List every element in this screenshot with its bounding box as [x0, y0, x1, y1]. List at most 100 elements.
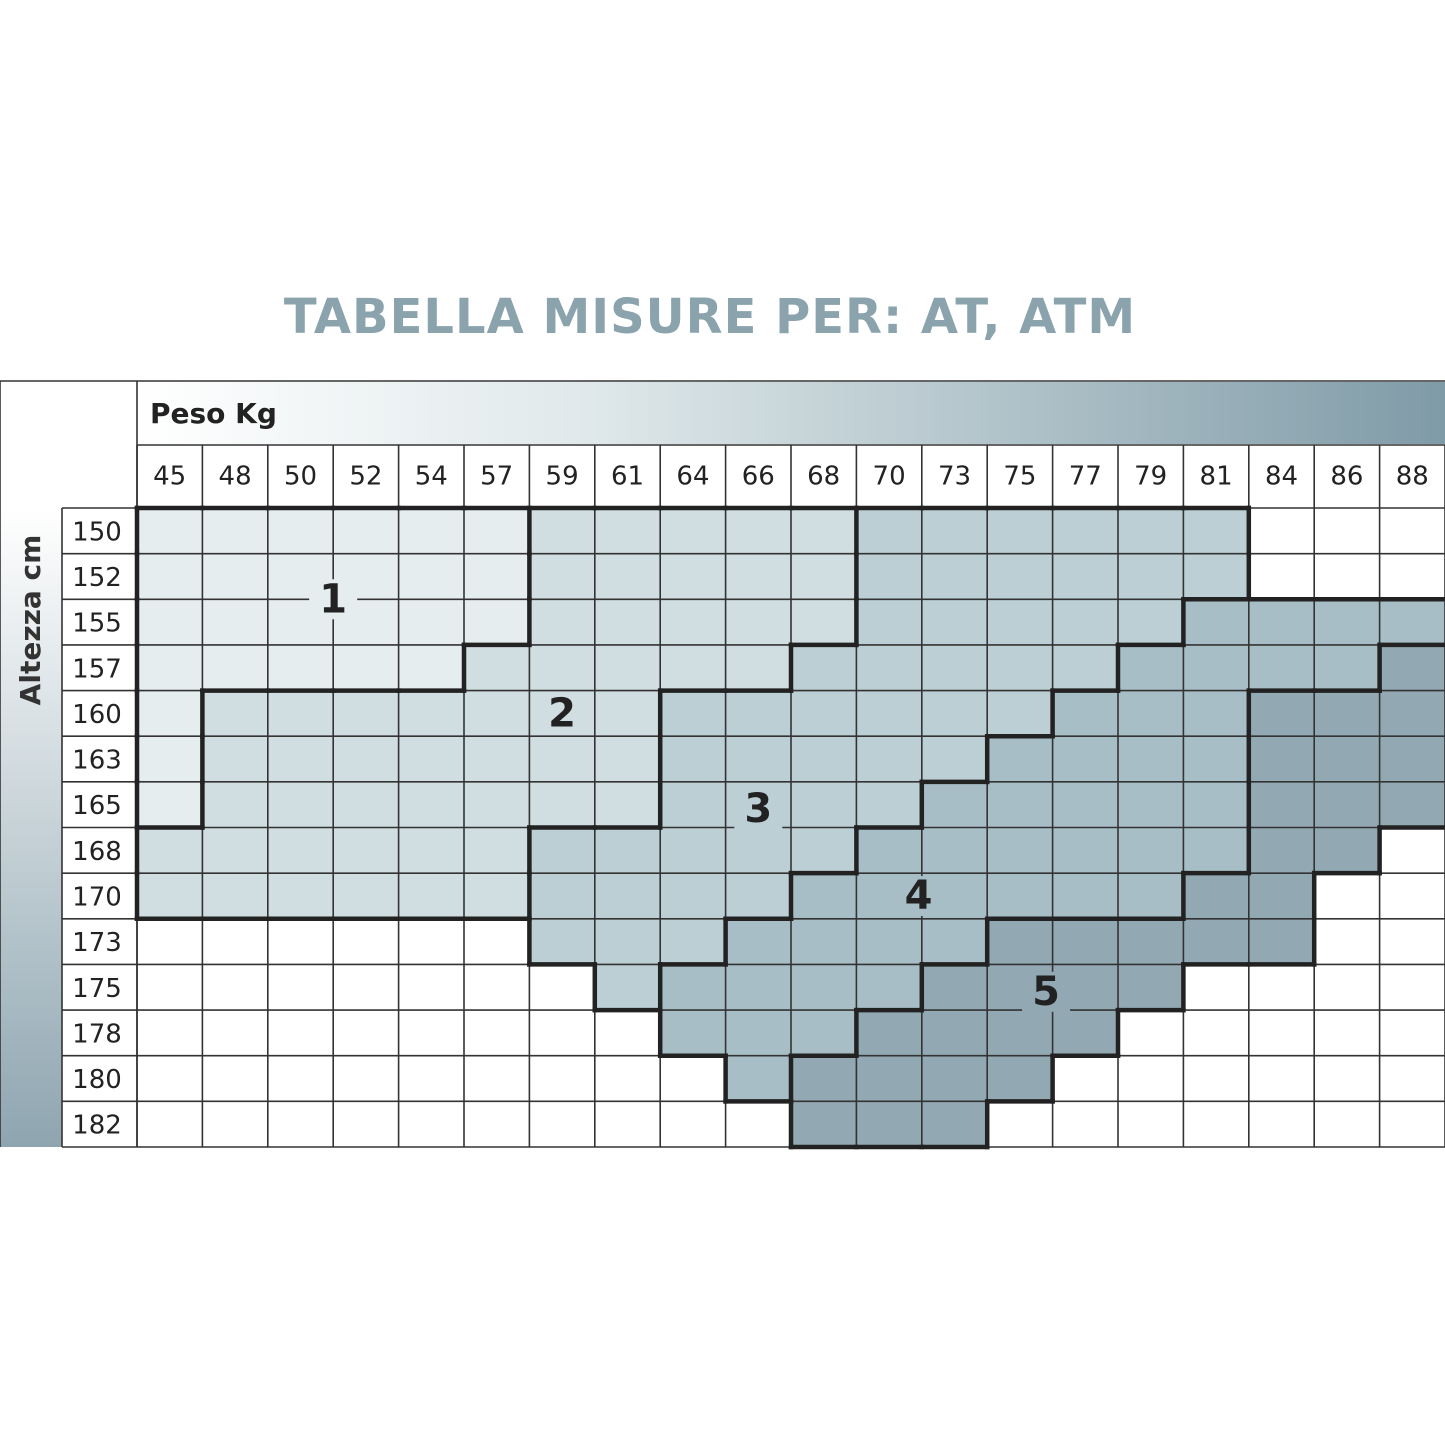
cell [1118, 873, 1184, 919]
zone-label-bg [894, 875, 943, 916]
cell [1379, 781, 1445, 828]
column-label: 45 [153, 462, 186, 492]
cell [464, 736, 530, 782]
cell [660, 1055, 726, 1102]
cell [202, 827, 268, 874]
cell [987, 781, 1053, 828]
zone-label-bg [1022, 971, 1071, 1012]
cell [1314, 553, 1380, 600]
cell [791, 553, 857, 600]
cell [921, 781, 988, 828]
cell [202, 508, 268, 554]
cell [1314, 599, 1380, 645]
cell [660, 690, 726, 737]
cell [398, 827, 464, 874]
cell [267, 827, 334, 874]
cell [921, 553, 988, 600]
cell [1379, 1055, 1445, 1102]
cell [529, 553, 595, 600]
cell [921, 599, 988, 645]
cell [791, 1101, 857, 1147]
row-label: 175 [72, 974, 122, 1004]
cell [921, 827, 988, 874]
cell [1379, 553, 1445, 600]
cell [137, 553, 203, 600]
column-label: 64 [676, 462, 709, 492]
cell [594, 644, 661, 691]
row-label: 180 [72, 1065, 122, 1095]
cell [660, 1101, 726, 1147]
cell [529, 827, 595, 874]
cell [267, 736, 334, 782]
cell [1183, 827, 1249, 874]
cell [725, 964, 791, 1011]
cell [856, 508, 922, 554]
cell [1052, 781, 1118, 828]
cell [791, 1055, 857, 1102]
cell [594, 508, 661, 554]
cell [464, 781, 530, 828]
cell [1118, 1101, 1184, 1147]
cell [791, 781, 857, 828]
cell [856, 827, 922, 874]
cell [202, 918, 268, 965]
cell [1118, 964, 1184, 1011]
cell [791, 736, 857, 782]
row-label: 150 [72, 517, 122, 547]
cell [1118, 1010, 1184, 1056]
cell [333, 644, 399, 691]
cell [1248, 736, 1315, 782]
cell [856, 599, 922, 645]
cell [1314, 873, 1380, 919]
cell [921, 1101, 988, 1147]
cell [267, 1055, 334, 1102]
cell [660, 599, 726, 645]
cell [1248, 644, 1315, 691]
cell [529, 873, 595, 919]
cell [1183, 1101, 1249, 1147]
zone-label-bg [309, 579, 358, 620]
cell [1314, 690, 1380, 737]
cell [856, 553, 922, 600]
cell [660, 873, 726, 919]
cell [1314, 736, 1380, 782]
cell [1118, 736, 1184, 782]
cell [1314, 1055, 1380, 1102]
row-header: Altezza cm [14, 535, 47, 706]
cell [1183, 736, 1249, 782]
cell [1379, 918, 1445, 965]
cell [1183, 644, 1249, 691]
column-label: 52 [349, 462, 382, 492]
column-label: 48 [219, 462, 252, 492]
cell [529, 1010, 595, 1056]
cell [202, 553, 268, 600]
cell [1052, 918, 1118, 965]
cell [987, 1101, 1053, 1147]
cell [725, 508, 791, 554]
cell [725, 1010, 791, 1056]
cell [1118, 644, 1184, 691]
cell [921, 1055, 988, 1102]
cell [1248, 690, 1315, 737]
cell [856, 736, 922, 782]
cell [791, 918, 857, 965]
cell [202, 644, 268, 691]
cell [594, 690, 661, 737]
cell [987, 508, 1053, 554]
zone-label: 3 [744, 786, 772, 832]
cell [660, 1010, 726, 1056]
cell [1314, 964, 1380, 1011]
cell [398, 508, 464, 554]
cell [464, 1010, 530, 1056]
cell [398, 644, 464, 691]
cell [1183, 781, 1249, 828]
cell [333, 827, 399, 874]
cell [725, 736, 791, 782]
cell [1248, 781, 1315, 828]
cell [594, 1055, 661, 1102]
cell [333, 736, 399, 782]
column-label: 66 [742, 462, 775, 492]
row-label: 182 [72, 1111, 122, 1141]
cell [137, 964, 203, 1011]
cell [267, 1010, 334, 1056]
